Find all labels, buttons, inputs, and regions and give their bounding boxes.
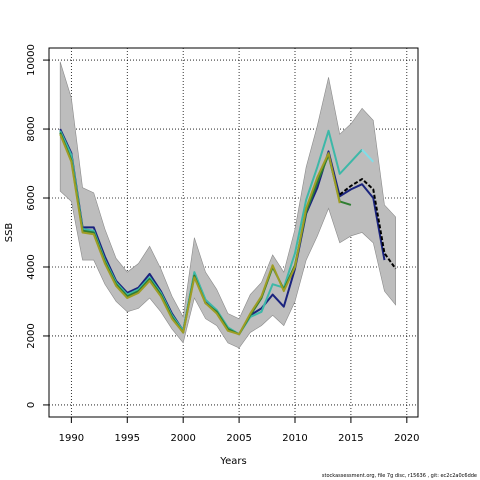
x-tick-label: 1995: [115, 433, 140, 444]
x-tick-label: 2000: [170, 433, 195, 444]
series-line-2: [339, 178, 397, 270]
y-tick-label: 4000: [26, 254, 37, 279]
x-tick-label: 1990: [59, 433, 84, 444]
plot-frame: [48, 47, 419, 418]
x-axis-title: Years: [219, 456, 246, 467]
y-tick-label: 8000: [26, 116, 37, 141]
series-line-6: [59, 133, 341, 336]
x-tick-label: 2010: [282, 433, 307, 444]
x-tick-label: 2020: [394, 433, 419, 444]
x-axis: 1990 1995 2000 2005 2010 2015 2020: [59, 417, 420, 444]
y-tick-label: 2000: [26, 323, 37, 348]
x-tick-label: 2005: [226, 433, 251, 444]
y-tick-label: 0: [26, 402, 37, 408]
y-axis-title: SSB: [4, 223, 15, 243]
y-tick-label: 10000: [26, 44, 37, 76]
y-tick-label: 6000: [26, 185, 37, 210]
series-lines: [59, 128, 397, 336]
series-line-4: [361, 149, 375, 163]
confidence-band: [59, 61, 396, 349]
footer-credit: stockassessment.org, file 7g disc, r1563…: [321, 473, 477, 479]
x-tick-label: 2015: [338, 433, 363, 444]
y-axis: 0 2000 4000 6000 8000 10000: [26, 44, 49, 408]
